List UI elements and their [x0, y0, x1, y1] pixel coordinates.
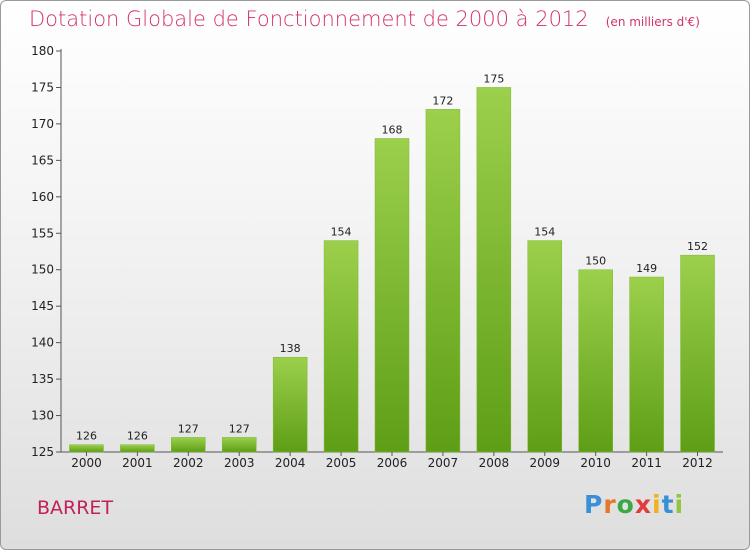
- bar-value-label: 168: [382, 123, 403, 136]
- bar: [171, 437, 206, 453]
- x-tick-label: 2007: [428, 456, 459, 470]
- bar: [476, 87, 512, 453]
- bar: [629, 276, 664, 453]
- chart-title: Dotation Globale de Fonctionnement de 20…: [29, 7, 700, 31]
- x-tick-label: 2012: [682, 456, 713, 470]
- bar-value-label: 138: [280, 342, 301, 355]
- y-tick-label: 130: [31, 409, 54, 423]
- bar-value-label: 127: [178, 422, 199, 435]
- x-tick-label: 2004: [275, 456, 306, 470]
- bar: [680, 254, 715, 453]
- x-tick-label: 2001: [122, 456, 153, 470]
- y-tick-label: 145: [31, 299, 54, 313]
- y-tick-label: 170: [31, 117, 54, 131]
- logo-letter: i: [674, 490, 685, 519]
- bar: [323, 240, 359, 453]
- chart-title-text: Dotation Globale de Fonctionnement de 20…: [29, 7, 589, 31]
- bar-value-label: 126: [76, 430, 97, 443]
- bar: [374, 138, 410, 453]
- y-tick-label: 125: [31, 445, 54, 459]
- y-tick-label: 155: [31, 226, 54, 240]
- logo-letter: t: [661, 490, 675, 519]
- bar: [69, 444, 104, 453]
- bar: [425, 109, 461, 453]
- y-tick-label: 140: [31, 336, 54, 350]
- x-tick-label: 2005: [326, 456, 357, 470]
- bar-value-label: 154: [331, 226, 352, 239]
- y-tick-label: 135: [31, 372, 54, 386]
- x-tick-label: 2008: [479, 456, 510, 470]
- bar-value-label: 150: [585, 255, 606, 268]
- bar-value-label: 149: [636, 262, 657, 275]
- logo-letter: P: [584, 490, 604, 519]
- y-tick-label: 175: [31, 80, 54, 94]
- x-tick-label: 2003: [224, 456, 255, 470]
- y-tick-label: 180: [31, 44, 54, 58]
- logo-letter: x: [634, 490, 652, 519]
- bar: [578, 269, 613, 453]
- bar-value-label: 175: [483, 72, 504, 85]
- bar-value-label: 172: [432, 94, 453, 107]
- proxiti-logo: Proxiti: [584, 490, 684, 519]
- bar: [272, 356, 308, 453]
- logo-letter: r: [603, 490, 617, 519]
- bar-value-label: 126: [127, 430, 148, 443]
- x-tick-label: 2000: [71, 456, 102, 470]
- x-tick-label: 2006: [377, 456, 408, 470]
- y-tick-label: 150: [31, 263, 54, 277]
- bar-value-label: 152: [687, 240, 708, 253]
- x-tick-label: 2011: [631, 456, 662, 470]
- bar-value-label: 154: [534, 226, 555, 239]
- logo-letter: i: [652, 490, 662, 519]
- bar-value-label: 127: [229, 422, 250, 435]
- bar: [120, 444, 155, 453]
- x-tick-label: 2002: [173, 456, 204, 470]
- logo-letter: o: [616, 490, 635, 519]
- bar: [221, 437, 257, 453]
- commune-name: BARRET: [37, 497, 114, 519]
- y-tick-label: 165: [31, 153, 54, 167]
- y-tick-label: 160: [31, 190, 54, 204]
- bar: [527, 240, 563, 453]
- x-tick-label: 2009: [529, 456, 560, 470]
- x-tick-label: 2010: [580, 456, 611, 470]
- chart-unit: (en milliers d'€): [605, 15, 700, 29]
